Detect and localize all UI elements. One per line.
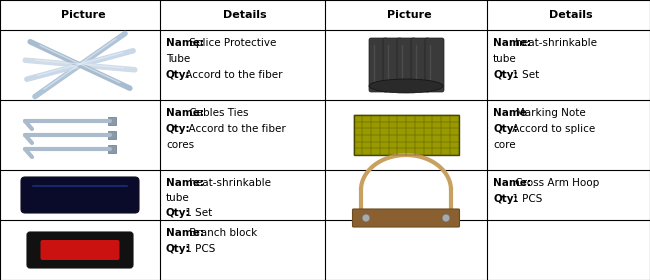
Text: Accord to the fiber: Accord to the fiber xyxy=(181,124,285,134)
Bar xyxy=(108,131,116,139)
FancyBboxPatch shape xyxy=(411,38,430,92)
Text: 1 Set: 1 Set xyxy=(181,208,212,218)
Text: 1 PCS: 1 PCS xyxy=(508,194,542,204)
Text: core: core xyxy=(493,140,515,150)
Text: Branch block: Branch block xyxy=(185,228,257,238)
Text: cores: cores xyxy=(166,140,194,150)
FancyBboxPatch shape xyxy=(21,177,139,213)
Bar xyxy=(108,145,116,153)
Text: Picture: Picture xyxy=(61,10,105,20)
Text: Details: Details xyxy=(223,10,266,20)
Text: Splice Protective: Splice Protective xyxy=(185,38,276,48)
Text: tube: tube xyxy=(493,54,517,64)
FancyBboxPatch shape xyxy=(397,38,416,92)
Text: Qty:: Qty: xyxy=(166,70,190,80)
Text: Name: Name xyxy=(493,108,527,118)
FancyBboxPatch shape xyxy=(383,38,402,92)
Circle shape xyxy=(362,214,370,222)
Text: heat-shrinkable: heat-shrinkable xyxy=(512,38,597,48)
Text: tube: tube xyxy=(166,193,190,203)
Circle shape xyxy=(442,214,450,222)
Text: Name:: Name: xyxy=(493,178,531,188)
Text: 1 PCS: 1 PCS xyxy=(181,244,215,254)
Text: Qty:: Qty: xyxy=(166,124,190,134)
Text: Qty:: Qty: xyxy=(166,244,190,254)
Text: Accord to the fiber: Accord to the fiber xyxy=(181,70,282,80)
Text: Details: Details xyxy=(549,10,593,20)
Text: Tube: Tube xyxy=(166,54,190,64)
Text: Qty:: Qty: xyxy=(493,124,517,134)
FancyBboxPatch shape xyxy=(369,38,388,92)
Text: Qty:: Qty: xyxy=(493,70,517,80)
Text: Name:: Name: xyxy=(166,108,204,118)
Text: Cross Arm Hoop: Cross Arm Hoop xyxy=(512,178,600,188)
FancyBboxPatch shape xyxy=(425,38,444,92)
Text: heat-shrinkable: heat-shrinkable xyxy=(185,178,270,188)
Text: : Marking Note: : Marking Note xyxy=(508,108,586,118)
FancyBboxPatch shape xyxy=(40,240,120,260)
Text: Name:: Name: xyxy=(166,178,204,188)
Text: Cables Ties: Cables Ties xyxy=(185,108,248,118)
Text: Qty:: Qty: xyxy=(166,208,190,218)
Text: Name:: Name: xyxy=(166,228,204,238)
Text: 1 Set: 1 Set xyxy=(508,70,539,80)
Text: Name:: Name: xyxy=(493,38,531,48)
Ellipse shape xyxy=(369,79,443,93)
Text: Name:: Name: xyxy=(166,38,204,48)
Text: Qty:: Qty: xyxy=(493,194,517,204)
FancyBboxPatch shape xyxy=(352,209,460,227)
Bar xyxy=(108,117,116,125)
Text: Picture: Picture xyxy=(387,10,431,20)
FancyBboxPatch shape xyxy=(27,232,133,268)
FancyBboxPatch shape xyxy=(354,115,458,155)
Text: Accord to splice: Accord to splice xyxy=(508,124,595,134)
